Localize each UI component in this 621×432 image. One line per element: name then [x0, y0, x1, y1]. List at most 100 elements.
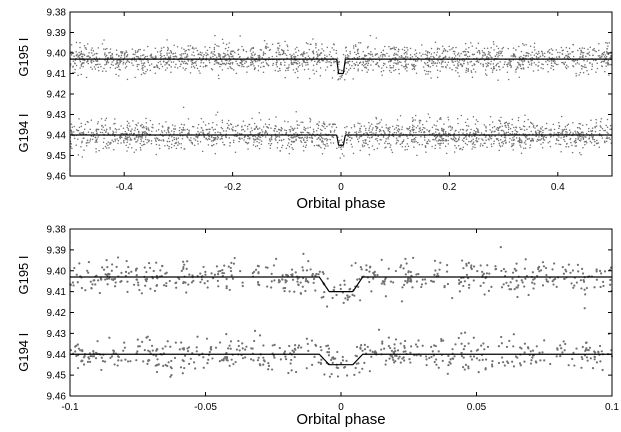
data-point: [467, 342, 470, 345]
data-point: [74, 350, 77, 353]
data-point: [311, 137, 313, 140]
data-point: [524, 140, 527, 142]
data-point: [303, 126, 305, 129]
data-point: [493, 142, 495, 145]
data-point: [279, 358, 282, 361]
data-point: [420, 131, 423, 134]
data-point: [388, 55, 390, 57]
data-point: [471, 53, 474, 56]
data-point: [237, 339, 240, 343]
data-point: [528, 63, 531, 66]
data-point: [573, 140, 576, 143]
data-point: [596, 139, 598, 142]
data-point: [220, 126, 223, 129]
data-point: [401, 146, 404, 148]
data-point: [182, 126, 185, 129]
data-point: [80, 286, 83, 290]
data-point: [105, 54, 108, 57]
data-point: [330, 142, 332, 144]
data-point: [251, 56, 253, 59]
data-point: [601, 55, 603, 58]
data-point: [297, 66, 300, 68]
data-point: [380, 258, 383, 261]
data-point: [192, 65, 195, 68]
data-point: [188, 49, 190, 51]
data-point: [312, 277, 316, 281]
data-point: [274, 127, 277, 130]
data-point: [499, 68, 501, 71]
data-point: [267, 362, 270, 365]
data-point: [225, 287, 228, 290]
data-point: [161, 131, 164, 134]
data-point: [367, 64, 369, 67]
data-point: [419, 129, 422, 131]
data-point: [228, 128, 231, 130]
data-point: [451, 56, 454, 59]
data-point: [229, 269, 233, 273]
data-point: [210, 57, 212, 59]
data-point: [303, 128, 305, 130]
data-point: [276, 47, 279, 49]
data-point: [258, 111, 261, 114]
data-point: [277, 42, 279, 45]
data-point: [407, 49, 409, 51]
data-point: [403, 49, 406, 52]
data-point: [179, 132, 181, 134]
data-point: [572, 55, 575, 58]
data-point: [390, 67, 393, 69]
data-point: [362, 145, 364, 148]
data-point: [322, 49, 325, 52]
data-point: [301, 131, 303, 134]
data-point: [434, 147, 436, 150]
data-point: [181, 137, 184, 140]
data-point: [503, 364, 506, 367]
data-point: [178, 129, 181, 132]
data-point: [447, 143, 450, 145]
data-point: [250, 61, 252, 64]
data-point: [85, 76, 88, 79]
model-curve: [70, 276, 612, 293]
data-point: [416, 56, 419, 59]
data-point: [325, 344, 328, 348]
data-point: [568, 47, 571, 50]
data-point: [518, 76, 521, 79]
data-point: [485, 125, 487, 128]
data-point: [460, 63, 462, 66]
data-point: [315, 47, 317, 49]
data-point: [400, 55, 403, 57]
data-point: [494, 265, 497, 268]
data-point: [445, 65, 447, 68]
data-point: [195, 47, 197, 49]
data-point: [495, 64, 497, 67]
data-point: [499, 120, 501, 123]
data-point: [295, 138, 297, 141]
data-point: [535, 135, 537, 138]
data-point: [138, 131, 140, 134]
data-point: [582, 147, 584, 149]
data-point: [365, 268, 368, 272]
data-point: [598, 146, 601, 149]
data-point: [221, 268, 224, 272]
data-point: [341, 153, 344, 155]
data-point: [581, 267, 584, 270]
data-point: [563, 349, 566, 352]
data-point: [247, 135, 250, 138]
data-point: [493, 49, 495, 51]
data-point: [158, 144, 161, 146]
data-point: [241, 59, 243, 62]
data-point: [405, 64, 407, 67]
data-point: [333, 129, 336, 131]
data-point: [232, 126, 234, 128]
data-point: [216, 124, 218, 126]
data-point: [294, 344, 297, 347]
data-point: [287, 371, 290, 375]
data-point: [380, 282, 383, 285]
data-point: [364, 54, 366, 56]
data-point: [532, 70, 535, 72]
data-point: [518, 64, 520, 66]
data-point: [145, 138, 147, 141]
data-point: [330, 372, 333, 376]
data-point: [393, 131, 396, 134]
data-point: [368, 121, 370, 124]
data-point: [438, 268, 441, 271]
